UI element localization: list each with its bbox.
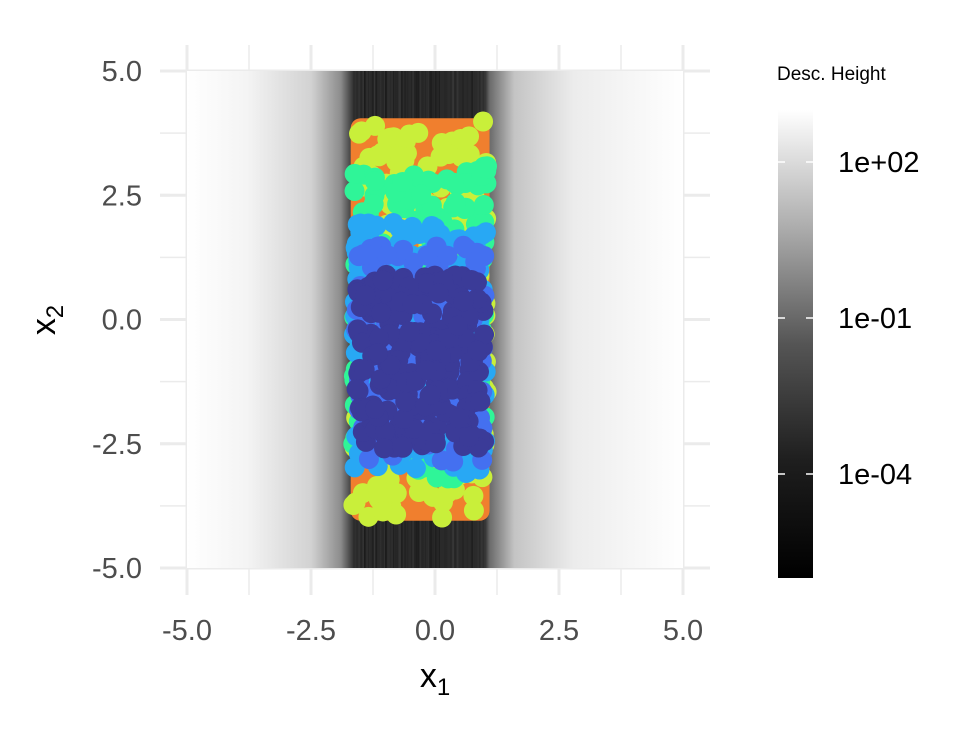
data-point: [395, 391, 416, 412]
data-point: [432, 507, 453, 528]
legend-colorbar: [778, 110, 813, 578]
data-point: [344, 181, 365, 202]
data-point: [365, 398, 386, 419]
legend-ticks: 1e+02 1e-01 1e-04: [778, 147, 919, 491]
data-point: [459, 126, 480, 147]
data-point: [399, 321, 420, 342]
x-tick-label: 5.0: [663, 615, 703, 647]
y-tick-label: -5.0: [92, 553, 142, 585]
data-point: [344, 163, 365, 184]
data-point: [356, 244, 377, 265]
data-point: [386, 483, 407, 504]
data-point: [372, 142, 393, 163]
y-tick-label: 5.0: [102, 56, 142, 88]
data-point: [392, 436, 413, 457]
data-point: [389, 218, 410, 239]
data-point: [405, 458, 426, 479]
data-point: [426, 236, 447, 257]
data-point: [437, 483, 458, 504]
data-point: [463, 485, 484, 506]
data-point: [463, 500, 484, 521]
point-cloud: [343, 111, 498, 528]
data-point: [371, 302, 392, 323]
data-point: [370, 369, 391, 390]
data-point: [453, 235, 474, 256]
data-point: [411, 184, 432, 205]
data-point: [396, 143, 417, 164]
x-tick-label: -2.5: [286, 615, 336, 647]
data-point: [461, 269, 482, 290]
data-point: [365, 115, 386, 136]
data-point: [473, 195, 494, 216]
data-point: [368, 328, 389, 349]
data-point: [354, 359, 375, 380]
data-point: [367, 343, 388, 364]
data-point: [470, 391, 491, 412]
data-point: [447, 315, 468, 336]
data-point: [343, 494, 364, 515]
data-point: [426, 340, 447, 361]
x-axis: -5.0 -2.5 0.0 2.5 5.0: [162, 570, 703, 647]
x-tick-label: 0.0: [415, 615, 455, 647]
y-tick-label: 2.5: [102, 180, 142, 212]
data-point: [358, 448, 379, 469]
y-axis-label-main: x: [25, 318, 63, 335]
data-point: [396, 127, 417, 148]
data-point: [420, 384, 441, 405]
data-point: [428, 283, 449, 304]
data-point: [473, 111, 494, 132]
x-tick-label: -5.0: [162, 615, 212, 647]
data-point: [347, 214, 368, 235]
legend-tick-label: 1e-04: [838, 459, 912, 491]
data-point: [380, 355, 401, 376]
data-point: [425, 433, 446, 454]
data-point: [408, 481, 429, 502]
y-tick-label: -2.5: [92, 429, 142, 461]
data-point: [355, 285, 376, 306]
x-axis-label: x1: [420, 657, 450, 701]
y-axis-label-sub: 2: [42, 305, 69, 318]
data-point: [349, 123, 370, 144]
x-axis-label-main: x: [420, 657, 437, 695]
data-point: [416, 360, 437, 381]
y-axis-label: x2: [25, 305, 69, 335]
data-point: [364, 171, 385, 192]
y-axis: 5.0 2.5 0.0 -2.5 -5.0: [92, 56, 170, 585]
data-point: [443, 172, 464, 193]
data-point: [438, 144, 459, 165]
data-point: [374, 438, 395, 459]
data-point: [458, 426, 479, 447]
data-point: [426, 467, 447, 488]
data-point: [409, 223, 430, 244]
data-point: [453, 291, 474, 312]
data-point: [449, 408, 470, 429]
data-point: [393, 408, 414, 429]
legend-tick-label: 1e+02: [838, 147, 919, 179]
data-point: [346, 378, 367, 399]
data-point: [393, 239, 414, 260]
data-point: [372, 501, 393, 522]
data-point: [445, 192, 466, 213]
data-point: [392, 171, 413, 192]
data-point: [465, 251, 486, 272]
x-tick-label: 2.5: [539, 615, 579, 647]
legend-tick-label: 1e-01: [838, 303, 912, 335]
legend: Desc. Height 1e+02 1e-01 1e-04: [777, 64, 919, 578]
data-point: [475, 158, 496, 179]
data-point: [376, 245, 397, 266]
data-point: [402, 294, 423, 315]
data-point: [366, 475, 387, 496]
legend-title: Desc. Height: [777, 64, 886, 85]
data-point: [467, 340, 488, 361]
data-point: [372, 270, 393, 291]
data-point: [474, 324, 495, 345]
y-tick-label: 0.0: [102, 305, 142, 337]
x-axis-label-sub: 1: [437, 674, 450, 701]
